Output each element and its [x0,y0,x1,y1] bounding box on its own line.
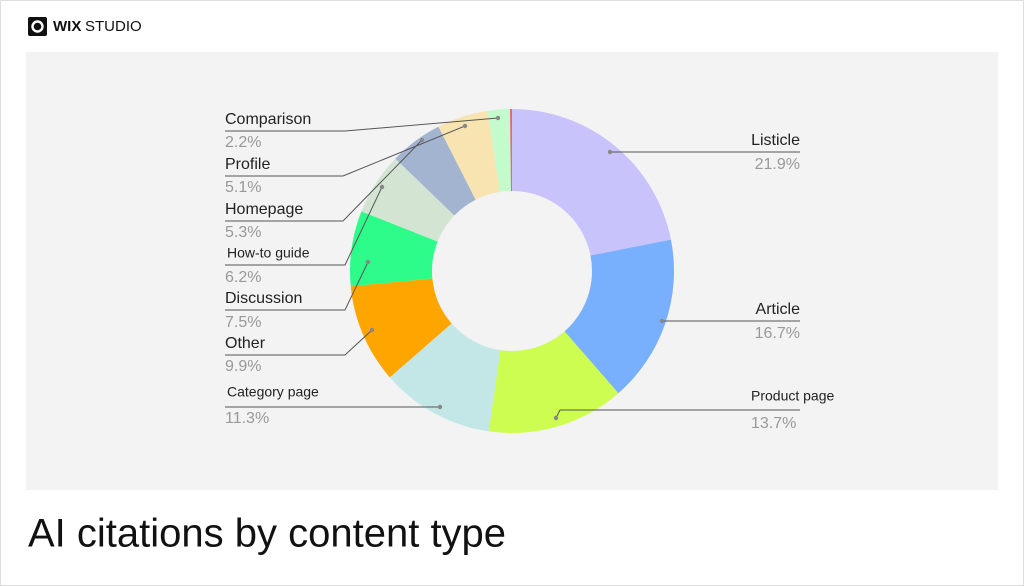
leader-dot [379,184,385,190]
donut-slice [395,126,476,216]
leader-dot [437,404,443,410]
leader-dot [365,259,371,265]
leader-dot [369,327,375,333]
donut-chart: Listicle 21.9% Article 16.7% Product page 13.… [225,109,834,434]
leader-dot [462,123,468,129]
logo-icon [28,17,47,36]
logo-ring [31,20,44,33]
slice-label: Profile [225,156,270,173]
slice-value-label: 16.7% [755,325,800,342]
slice-value-label: 5.1% [225,179,261,196]
leader-line [555,409,800,419]
leader-line [225,329,373,356]
slice-label: Discussion [225,290,302,307]
slice-label: Category page [227,384,319,400]
slice-value-label: 7.5% [225,314,261,331]
donut-slice [350,278,452,378]
slice-value-label: 6.2% [225,269,261,286]
donut-slice [564,239,674,394]
brand-bold: WIX [53,18,81,35]
leader-line [225,125,466,177]
leader-dot [607,149,613,155]
slice-value-label: 2.2% [225,134,261,151]
leader-dot [419,137,425,143]
leader-dot [659,318,665,324]
donut-slice [361,158,455,242]
leader-line [225,117,499,132]
brand-name: STUDIO [85,18,142,35]
leader-dot [495,115,501,121]
leader-line [225,139,423,222]
slice-label: Listicle [751,132,800,149]
slice-label: Product page [751,388,834,404]
slice-label: Article [756,301,801,318]
slice-label: Other [225,335,266,352]
leader-line [225,261,369,311]
slice-label: How-to guide [227,245,310,261]
slice-label: Homepage [225,201,303,218]
slice-value-label: 5.3% [225,224,261,241]
donut-slice [512,109,671,256]
donut-slice [389,323,501,432]
slice-value-label: 21.9% [755,156,800,173]
slice-label: Comparison [225,111,311,128]
leader-dot [553,415,559,421]
donut-slice [509,109,512,192]
donut-slice [488,331,619,434]
donut-slice [487,109,511,192]
slice-value-label: 9.9% [225,358,261,375]
donut-slice [349,211,438,287]
donut-slice [438,110,500,200]
slice-value-label: 13.7% [751,415,796,432]
leader-line [225,186,383,266]
slice-value-label: 11.3% [225,410,269,427]
chart-title: AI citations by content type [28,512,506,556]
